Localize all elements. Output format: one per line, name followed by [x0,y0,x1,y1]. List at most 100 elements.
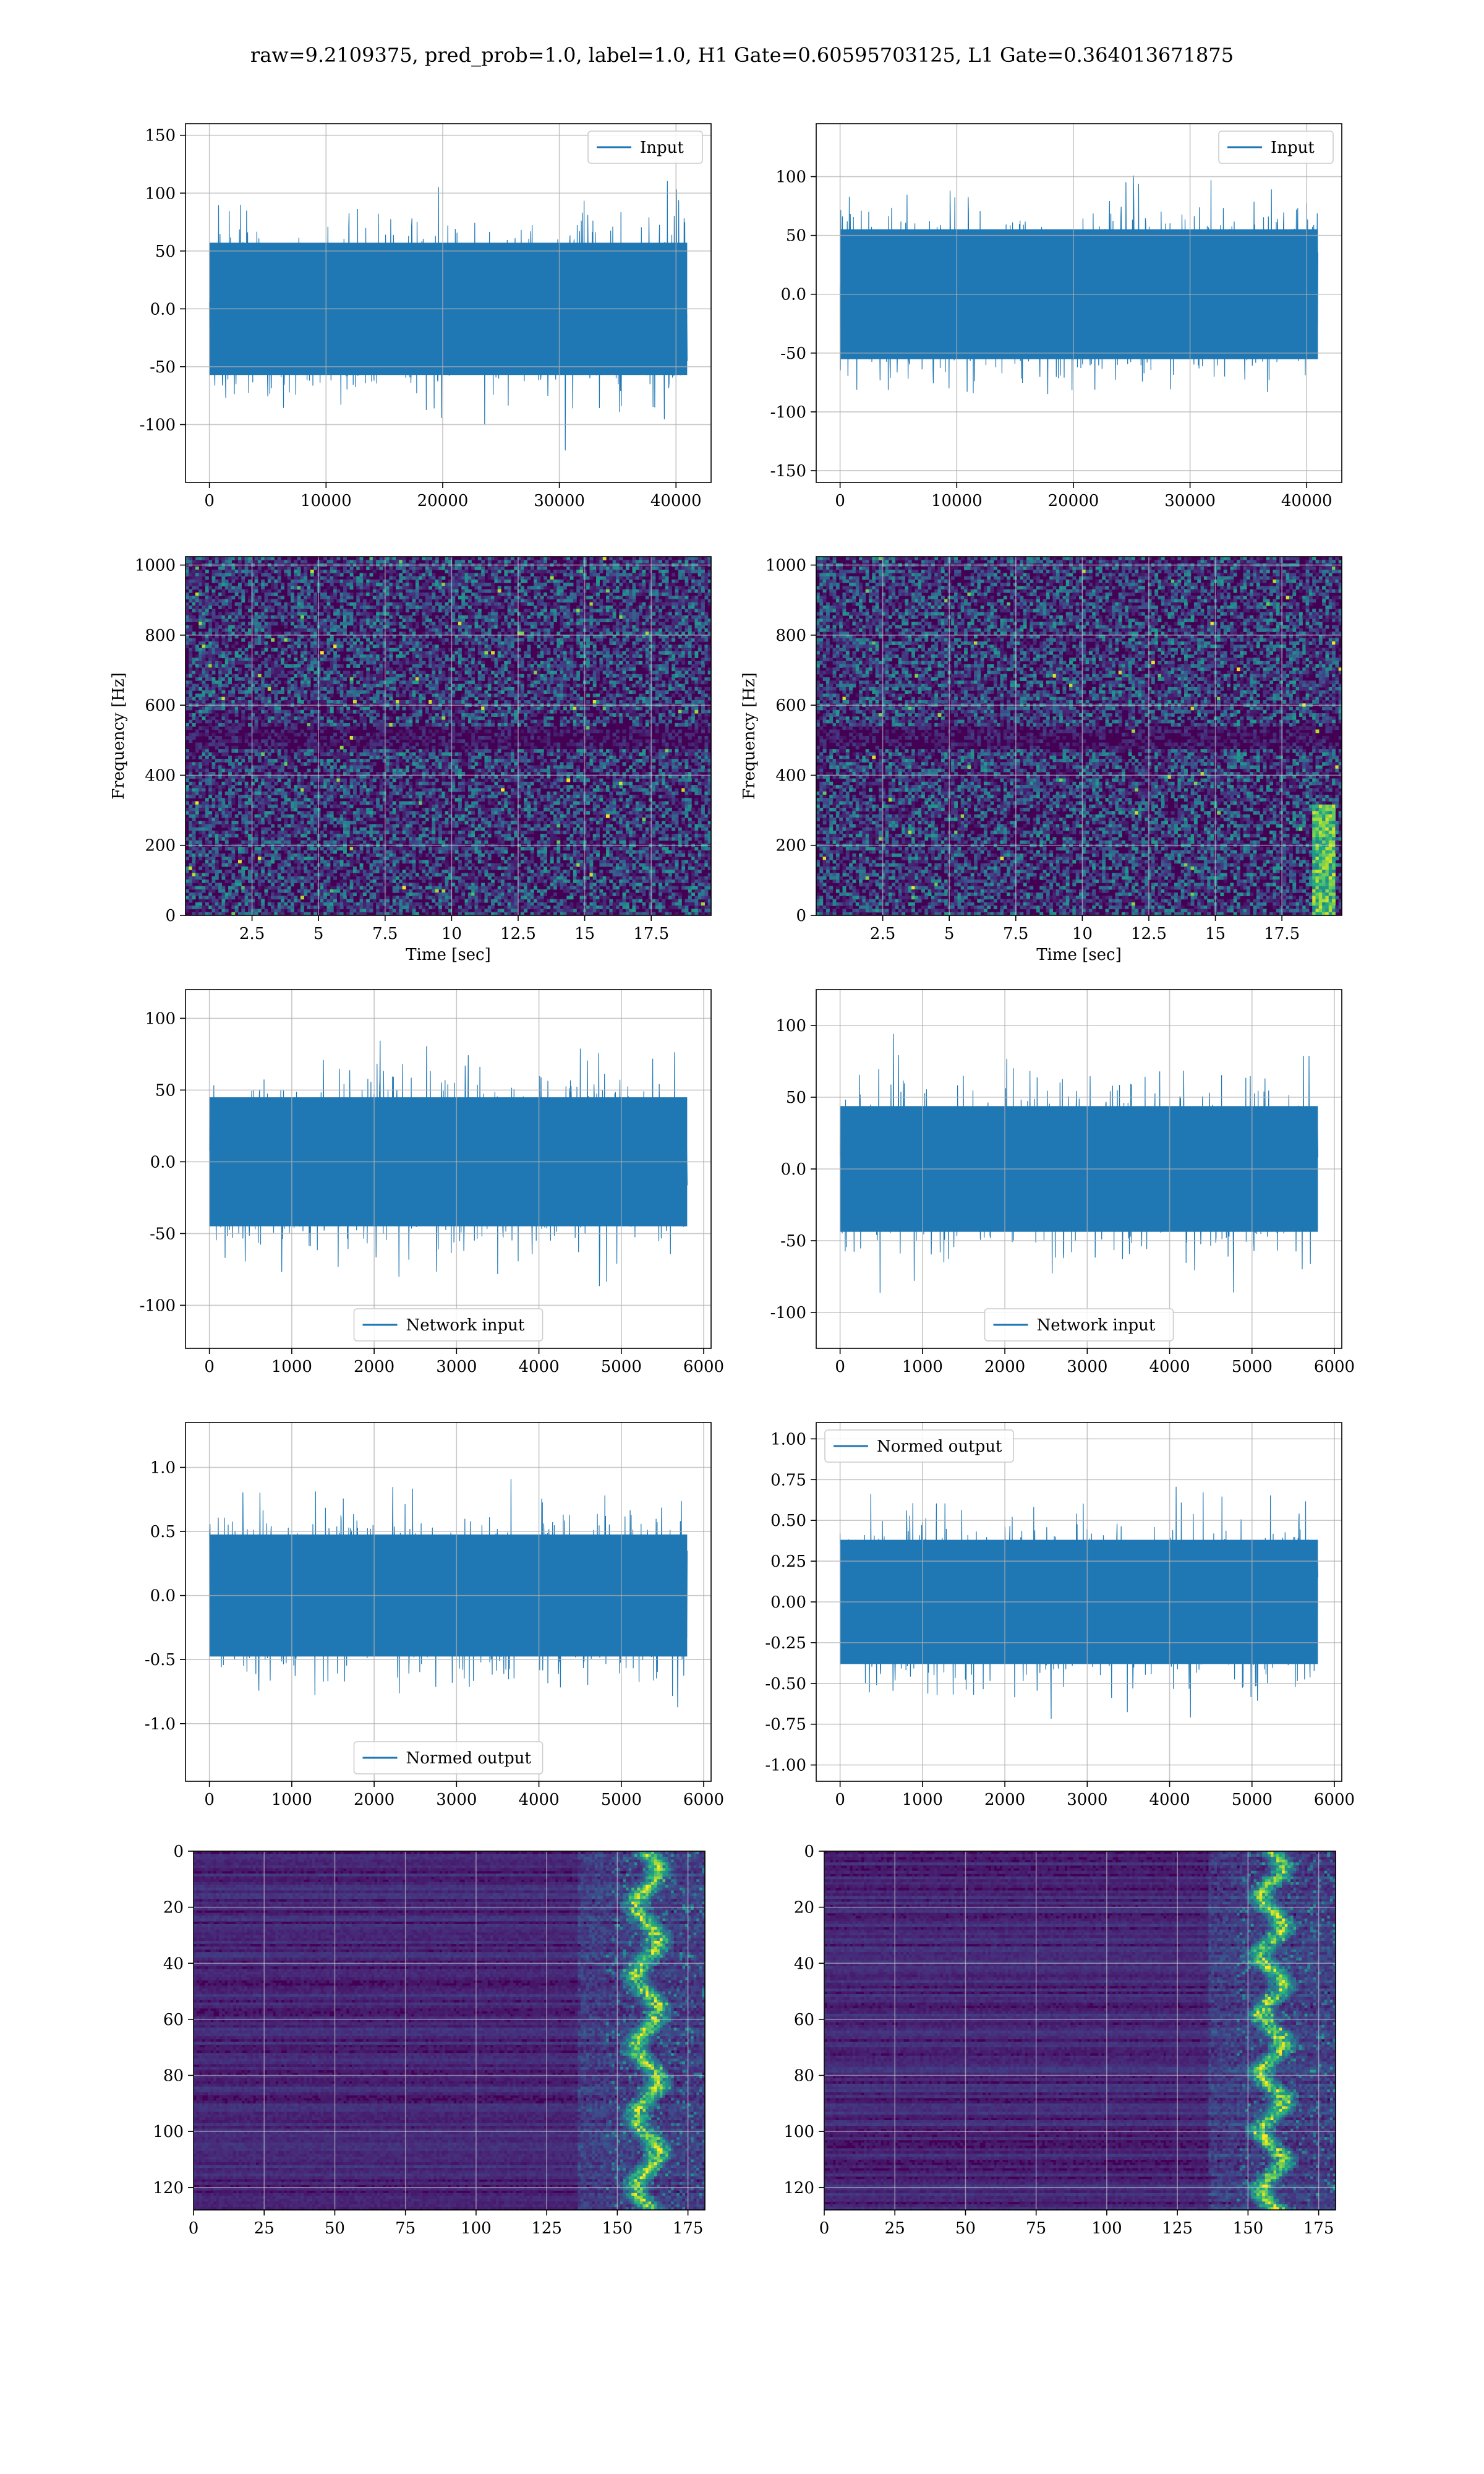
y-tick-label: 100 [153,2123,184,2141]
y-tick-label: 20 [794,1899,814,1917]
x-tick-label: 2000 [984,1358,1025,1376]
x-tick-label: 2.5 [239,925,265,943]
y-tick-label: 120 [153,2179,184,2198]
x-tick-label: 75 [395,2219,416,2238]
y-tick-label: -100 [770,1304,806,1322]
y-tick-label: 0 [173,1843,184,1861]
y-tick-label: -1.0 [145,1715,176,1734]
y-tick-label: 50 [786,227,806,246]
x-tick-label: 5 [944,925,955,943]
y-tick-label: 100 [145,1009,176,1028]
y-tick-label: -0.25 [765,1634,806,1653]
panel-row3-right: 0 1000 2000 3000 4000 5000 6000-100-500.050100… [770,990,1355,1376]
y-tick-label: 100 [783,2123,814,2141]
x-tick-label: 7.5 [372,925,398,943]
legend-label: Normed output [877,1437,1002,1456]
x-tick-label: 0 [204,1791,215,1809]
legend: Network input [354,1309,543,1341]
y-tick-label: 400 [145,766,176,785]
legend-label: Input [640,139,684,157]
x-tick-label: 10000 [931,492,983,510]
x-tick-label: 5000 [601,1791,642,1809]
x-tick-label: 4000 [518,1358,559,1376]
y-tick-label: -0.50 [765,1675,806,1693]
x-tick-label: 0 [835,1791,845,1809]
y-tick-label: 1000 [135,557,176,575]
y-tick-label: -1.00 [765,1757,806,1775]
y-tick-label: 50 [155,242,176,261]
heatmap-cells [194,1851,706,2211]
y-tick-label: 1.00 [770,1430,806,1449]
x-tick-label: 175 [673,2219,704,2238]
x-tick-label: 40000 [1281,492,1333,510]
y-tick-label: 100 [775,168,806,187]
panel-row4-left: 0 1000 2000 3000 4000 5000 6000-1.0-0.50.00.51… [145,1423,724,1809]
y-tick-label: -100 [770,403,806,422]
y-tick-label: 50 [786,1089,806,1107]
x-tick-label: 5 [313,925,324,943]
y-tick-label: 800 [775,627,806,645]
x-tick-label: 17.5 [633,925,669,943]
y-axis-label: Frequency [Hz] [109,672,128,800]
y-tick-label: 0.75 [770,1471,806,1489]
x-tick-label: 0 [204,1358,215,1376]
x-tick-label: 40000 [650,492,702,510]
x-tick-label: 2000 [354,1791,394,1809]
x-tick-label: 5000 [1232,1791,1273,1809]
x-tick-label: 3000 [1067,1358,1107,1376]
heatmap-cells [824,1851,1336,2211]
x-tick-label: 3000 [1067,1791,1107,1809]
x-tick-label: 4000 [1149,1791,1190,1809]
y-tick-label: 0.0 [150,300,176,319]
x-tick-label: 1000 [902,1791,943,1809]
y-tick-label: -150 [770,462,806,481]
x-tick-label: 30000 [534,492,585,510]
y-tick-label: 800 [145,627,176,645]
y-tick-label: 0 [796,907,806,925]
x-tick-label: 17.5 [1264,925,1300,943]
y-tick-label: 400 [775,766,806,785]
x-tick-label: 5000 [1232,1358,1273,1376]
y-tick-label: 80 [794,2067,814,2086]
x-tick-label: 7.5 [1003,925,1028,943]
y-tick-label: 600 [145,696,176,715]
y-tick-label: -100 [140,1296,176,1315]
y-tick-label: 0 [165,907,176,925]
y-tick-label: 80 [163,2067,184,2086]
legend-label: Network input [1037,1316,1156,1335]
x-tick-label: 30000 [1164,492,1216,510]
x-tick-label: 3000 [436,1358,477,1376]
legend: Input [588,131,702,163]
y-tick-label: 0.50 [770,1512,806,1530]
x-tick-label: 6000 [683,1358,724,1376]
y-tick-label: 40 [163,1954,184,1973]
legend-label: Input [1271,139,1315,157]
y-tick-label: 0.0 [781,286,806,304]
x-tick-label: 6000 [683,1791,724,1809]
y-tick-label: -0.5 [145,1651,176,1669]
y-tick-label: 1000 [765,557,806,575]
y-tick-label: -100 [140,416,176,434]
x-tick-label: 15 [574,925,595,943]
legend: Input [1219,131,1333,163]
y-tick-label: -50 [780,1232,806,1251]
x-axis-label: Time [sec] [406,946,491,964]
legend: Normed output [354,1742,543,1774]
x-tick-label: 100 [1091,2219,1122,2238]
panel-row3-left: 0 1000 2000 3000 4000 5000 6000-100-500.050100… [140,990,725,1376]
x-tick-label: 4000 [518,1791,559,1809]
x-tick-label: 50 [955,2219,976,2238]
y-tick-label: 0.0 [781,1160,806,1179]
panel-row2-left: 2.5 5 7.5 10 12.5 15 17.502004006008001000Time… [109,557,712,964]
y-tick-label: 40 [794,1954,814,1973]
x-tick-label: 50 [325,2219,345,2238]
x-tick-label: 6000 [1314,1358,1355,1376]
x-tick-label: 75 [1026,2219,1046,2238]
y-tick-label: -50 [150,1225,176,1243]
x-tick-label: 150 [602,2219,633,2238]
x-tick-label: 1000 [271,1358,312,1376]
y-tick-label: 0.0 [150,1587,176,1606]
y-tick-label: 200 [775,837,806,855]
x-tick-label: 25 [885,2219,905,2238]
